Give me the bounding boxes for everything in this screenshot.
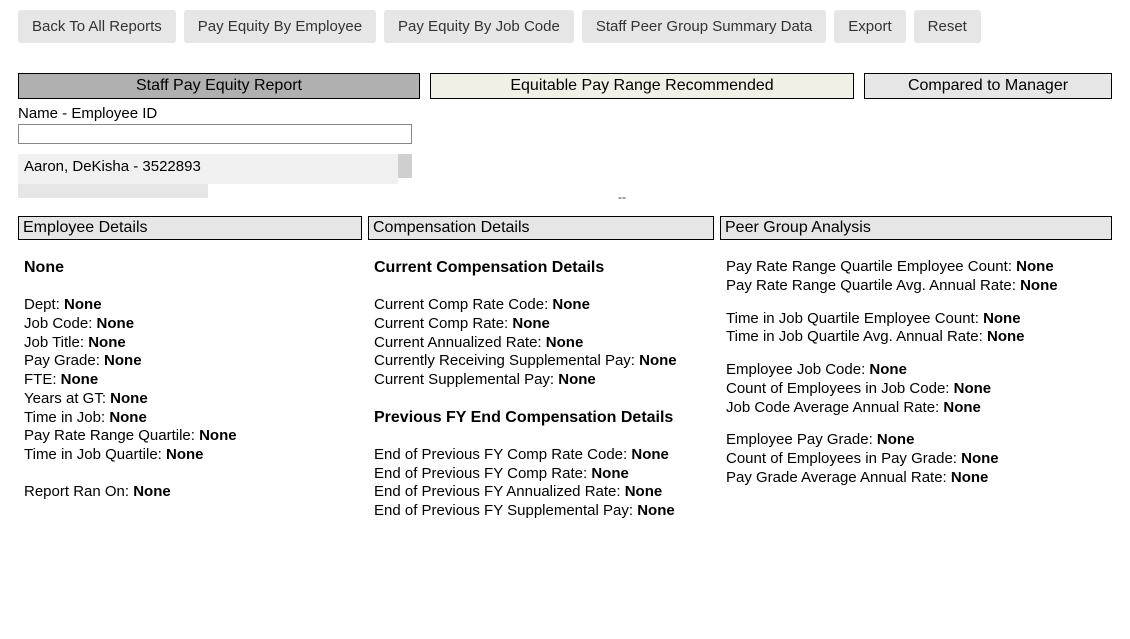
count-jobcode-value: None (954, 380, 992, 397)
cur-supp-value: None (558, 371, 596, 388)
time-count-value: None (983, 310, 1021, 327)
count-paygrade-label: Count of Employees in Pay Grade: (726, 450, 961, 467)
cur-ann-label: Current Annualized Rate: (374, 334, 546, 351)
tab-banners: Staff Pay Equity Report Equitable Pay Ra… (18, 73, 1112, 99)
prev-ann-label: End of Previous FY Annualized Rate: (374, 483, 625, 500)
time-in-job-value: None (109, 409, 147, 426)
emp-jobcode-label: Employee Job Code: (726, 361, 869, 378)
jobcode-label: Job Code: (24, 315, 97, 332)
time-count-label: Time in Job Quartile Employee Count: (726, 310, 983, 327)
employee-search-input[interactable] (18, 124, 412, 144)
employee-none-heading: None (24, 258, 356, 278)
time-avg-label: Time in Job Quartile Avg. Annual Rate: (726, 328, 987, 345)
cur-supp-label: Current Supplemental Pay: (374, 371, 558, 388)
employee-details-panel: Employee Details None Dept: None Job Cod… (18, 216, 362, 521)
prev-supp-label: End of Previous FY Supplemental Pay: (374, 502, 637, 519)
paygrade-label: Pay Grade: (24, 352, 104, 369)
years-gt-value: None (110, 390, 148, 407)
prev-supp-value: None (637, 502, 675, 519)
jobcode-value: None (97, 315, 135, 332)
export-button[interactable]: Export (834, 10, 905, 43)
back-to-reports-button[interactable]: Back To All Reports (18, 10, 176, 43)
reset-button[interactable]: Reset (914, 10, 981, 43)
emp-jobcode-value: None (869, 361, 907, 378)
tab-equitable-range[interactable]: Equitable Pay Range Recommended (430, 73, 854, 99)
years-gt-label: Years at GT: (24, 390, 110, 407)
top-toolbar: Back To All Reports Pay Equity By Employ… (18, 10, 1112, 43)
pay-count-label: Pay Rate Range Quartile Employee Count: (726, 258, 1016, 275)
vertical-scroll-thumb[interactable] (398, 154, 412, 178)
emp-paygrade-label: Employee Pay Grade: (726, 431, 877, 448)
current-comp-heading: Current Compensation Details (374, 258, 708, 278)
search-label: Name - Employee ID (18, 105, 1112, 122)
prev-comp-heading: Previous FY End Compensation Details (374, 408, 708, 428)
pay-count-value: None (1016, 258, 1054, 275)
prev-rate-value: None (591, 465, 629, 482)
prev-code-value: None (631, 446, 669, 463)
detail-panels: Employee Details None Dept: None Job Cod… (18, 216, 1112, 521)
prev-ann-value: None (625, 483, 663, 500)
peer-group-header: Peer Group Analysis (720, 216, 1112, 240)
employee-details-header: Employee Details (18, 216, 362, 240)
cur-code-value: None (552, 296, 590, 313)
pay-avg-value: None (1020, 277, 1058, 294)
peer-group-panel: Peer Group Analysis Pay Rate Range Quart… (720, 216, 1112, 521)
cur-supp-recv-value: None (639, 352, 677, 369)
peer-group-summary-button[interactable]: Staff Peer Group Summary Data (582, 10, 826, 43)
report-ran-value: None (133, 483, 171, 500)
pay-equity-jobcode-button[interactable]: Pay Equity By Job Code (384, 10, 574, 43)
pay-quartile-label: Pay Rate Range Quartile: (24, 427, 199, 444)
horizontal-scroll-track[interactable] (18, 184, 208, 198)
prev-code-label: End of Previous FY Comp Rate Code: (374, 446, 631, 463)
jobcode-avg-value: None (943, 399, 981, 416)
employee-listbox-wrap: Aaron, DeKisha - 3522893 (18, 154, 412, 198)
cur-rate-value: None (512, 315, 550, 332)
tab-staff-pay-equity[interactable]: Staff Pay Equity Report (18, 73, 420, 99)
fte-label: FTE: (24, 371, 61, 388)
jobcode-avg-label: Job Code Average Annual Rate: (726, 399, 943, 416)
time-quartile-value: None (166, 446, 204, 463)
paygrade-avg-label: Pay Grade Average Annual Rate: (726, 469, 951, 486)
dept-value: None (64, 296, 102, 313)
compensation-details-panel: Compensation Details Current Compensatio… (368, 216, 714, 521)
paygrade-value: None (104, 352, 142, 369)
emp-paygrade-value: None (877, 431, 915, 448)
jobtitle-label: Job Title: (24, 334, 88, 351)
count-paygrade-value: None (961, 450, 999, 467)
pay-equity-employee-button[interactable]: Pay Equity By Employee (184, 10, 376, 43)
pay-quartile-value: None (199, 427, 237, 444)
dept-label: Dept: (24, 296, 64, 313)
cur-supp-recv-label: Currently Receiving Supplemental Pay: (374, 352, 639, 369)
cur-rate-label: Current Comp Rate: (374, 315, 512, 332)
tab-compared-manager[interactable]: Compared to Manager (864, 73, 1112, 99)
time-avg-value: None (987, 328, 1025, 345)
count-jobcode-label: Count of Employees in Job Code: (726, 380, 954, 397)
placeholder-dash: -- (618, 190, 626, 204)
prev-rate-label: End of Previous FY Comp Rate: (374, 465, 591, 482)
pay-avg-label: Pay Rate Range Quartile Avg. Annual Rate… (726, 277, 1020, 294)
fte-value: None (61, 371, 99, 388)
cur-ann-value: None (546, 334, 584, 351)
cur-code-label: Current Comp Rate Code: (374, 296, 552, 313)
time-in-job-label: Time in Job: (24, 409, 109, 426)
paygrade-avg-value: None (951, 469, 989, 486)
jobtitle-value: None (88, 334, 126, 351)
time-quartile-label: Time in Job Quartile: (24, 446, 166, 463)
report-ran-label: Report Ran On: (24, 483, 133, 500)
compensation-details-header: Compensation Details (368, 216, 714, 240)
employee-list-item[interactable]: Aaron, DeKisha - 3522893 (18, 154, 398, 184)
